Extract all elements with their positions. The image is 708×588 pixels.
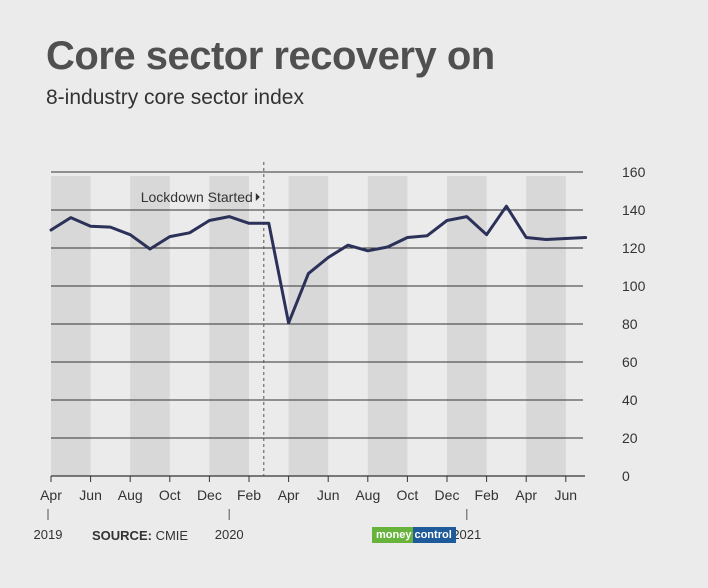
y-tick-label: 140 [622, 202, 646, 218]
moneycontrol-logo: money control [372, 527, 456, 543]
source-value: CMIE [155, 528, 189, 543]
logo-part-money: money [372, 527, 414, 543]
x-tick-label: Oct [397, 487, 419, 503]
x-tick-label: Jun [79, 487, 102, 503]
chart-subtitle: 8-industry core sector index [46, 86, 304, 109]
x-tick-label: Oct [159, 487, 181, 503]
series-line [49, 204, 588, 325]
x-tick-label: Feb [237, 487, 261, 503]
x-tick-label: Jun [317, 487, 340, 503]
shaded-band [209, 176, 249, 476]
year-label: 2021 [452, 527, 481, 542]
y-tick-label: 0 [622, 468, 630, 484]
x-tick-label: Aug [118, 487, 143, 503]
y-tick-label: 100 [622, 278, 646, 294]
x-tick-label: Apr [278, 487, 300, 503]
x-tick-label: Dec [435, 487, 460, 503]
logo-part-control: control [413, 527, 456, 543]
shaded-band [447, 176, 487, 476]
shaded-band [51, 176, 91, 476]
source-note: SOURCE: CMIE [92, 528, 188, 543]
source-label: SOURCE: [92, 528, 152, 543]
x-tick-label: Feb [475, 487, 499, 503]
lockdown-label: Lockdown Started [141, 189, 253, 205]
y-tick-label: 60 [622, 354, 638, 370]
year-label: 2019 [34, 527, 63, 542]
shaded-band [288, 176, 329, 476]
y-tick-label: 80 [622, 316, 638, 332]
shaded-band [367, 176, 408, 476]
y-tick-label: 40 [622, 392, 638, 408]
y-tick-label: 120 [622, 240, 646, 256]
x-tick-label: Jun [555, 487, 578, 503]
year-label: 2020 [215, 527, 244, 542]
shaded-band [526, 176, 566, 476]
y-tick-label: 20 [622, 430, 638, 446]
x-tick-label: Apr [40, 487, 62, 503]
chart-title: Core sector recovery on [46, 34, 495, 78]
y-tick-label: 160 [622, 164, 646, 180]
x-tick-label: Apr [515, 487, 537, 503]
lockdown-arrow-icon [255, 193, 260, 201]
x-tick-label: Aug [355, 487, 380, 503]
x-tick-label: Dec [197, 487, 222, 503]
shaded-band [130, 176, 170, 476]
